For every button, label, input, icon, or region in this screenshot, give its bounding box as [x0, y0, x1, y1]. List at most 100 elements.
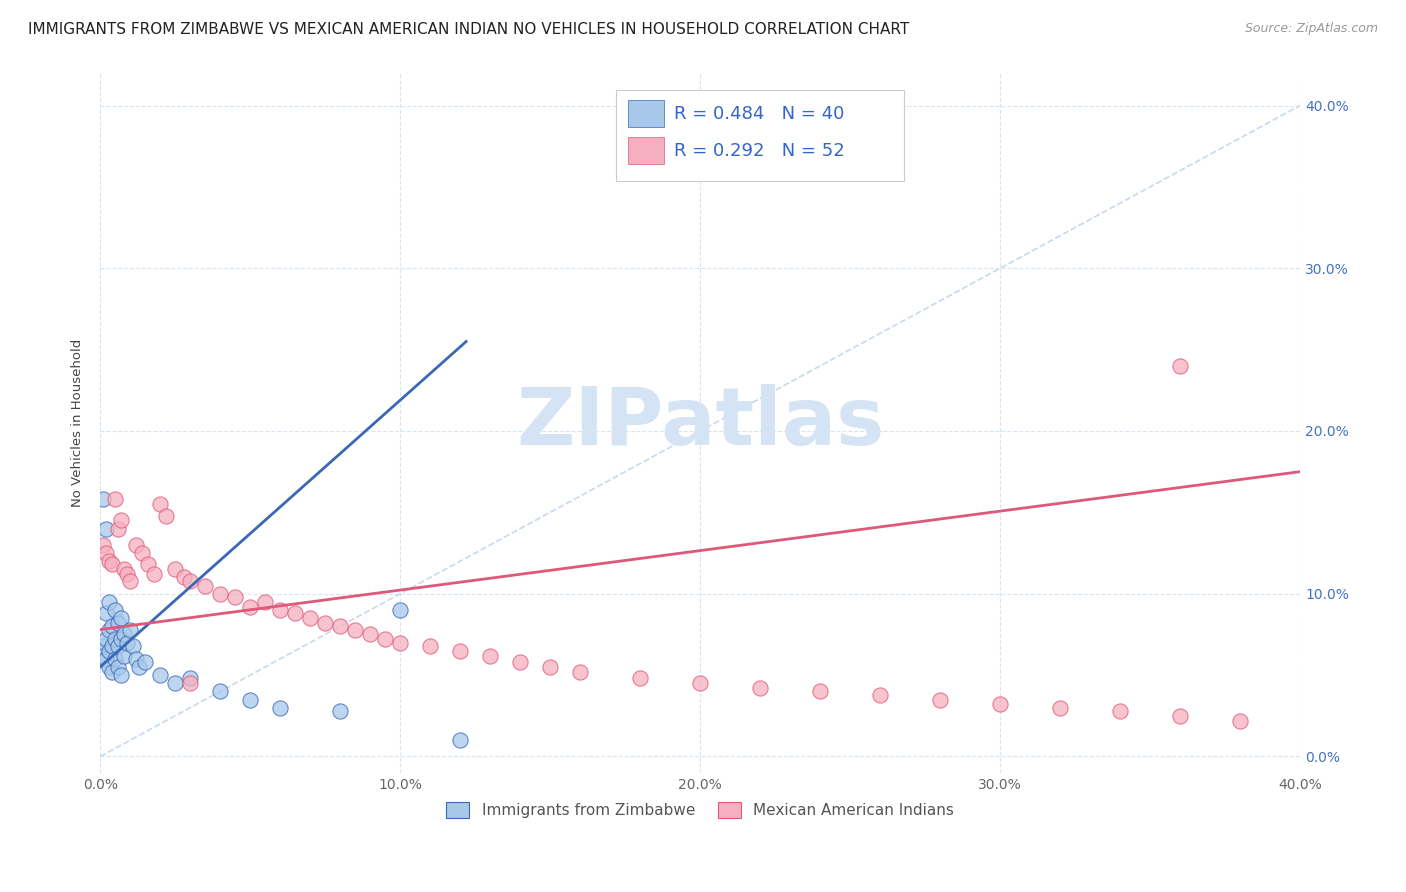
- Point: [136, 558, 159, 572]
- Point: [128, 660, 150, 674]
- Point: [299, 611, 322, 625]
- Point: [869, 688, 891, 702]
- Point: [134, 655, 156, 669]
- Point: [1168, 359, 1191, 373]
- Point: [538, 660, 561, 674]
- Point: [284, 607, 307, 621]
- Point: [107, 660, 129, 674]
- Point: [329, 704, 352, 718]
- Point: [98, 595, 121, 609]
- Point: [179, 676, 201, 690]
- Point: [374, 632, 396, 647]
- Point: [110, 611, 132, 625]
- Point: [224, 590, 246, 604]
- Point: [91, 538, 114, 552]
- Point: [110, 632, 132, 647]
- Point: [149, 668, 172, 682]
- Point: [131, 546, 153, 560]
- Bar: [628, 137, 664, 164]
- Point: [125, 652, 148, 666]
- Point: [389, 635, 412, 649]
- Bar: [628, 100, 664, 127]
- Point: [628, 671, 651, 685]
- Point: [96, 607, 118, 621]
- Point: [1168, 708, 1191, 723]
- Point: [569, 665, 592, 679]
- Point: [1109, 704, 1132, 718]
- Point: [269, 700, 291, 714]
- Point: [104, 652, 127, 666]
- Point: [112, 648, 135, 663]
- Text: ZIPatlas: ZIPatlas: [516, 384, 884, 462]
- Point: [194, 578, 217, 592]
- FancyBboxPatch shape: [616, 90, 904, 181]
- Point: [509, 655, 531, 669]
- Point: [329, 619, 352, 633]
- Point: [107, 639, 129, 653]
- Point: [98, 643, 121, 657]
- Point: [101, 558, 124, 572]
- Legend: Immigrants from Zimbabwe, Mexican American Indians: Immigrants from Zimbabwe, Mexican Americ…: [440, 797, 960, 824]
- Point: [689, 676, 711, 690]
- Point: [91, 492, 114, 507]
- Point: [120, 574, 142, 588]
- Point: [165, 676, 187, 690]
- Point: [179, 671, 201, 685]
- Point: [1229, 714, 1251, 728]
- Point: [91, 639, 114, 653]
- Point: [115, 635, 138, 649]
- Point: [125, 538, 148, 552]
- Point: [209, 587, 232, 601]
- Point: [120, 623, 142, 637]
- Point: [96, 546, 118, 560]
- Point: [269, 603, 291, 617]
- Point: [239, 692, 262, 706]
- Point: [112, 562, 135, 576]
- Point: [101, 665, 124, 679]
- Point: [101, 619, 124, 633]
- Point: [808, 684, 831, 698]
- Point: [91, 648, 114, 663]
- Point: [165, 562, 187, 576]
- Point: [104, 603, 127, 617]
- Point: [107, 522, 129, 536]
- Point: [1049, 700, 1071, 714]
- Text: Source: ZipAtlas.com: Source: ZipAtlas.com: [1244, 22, 1378, 36]
- Point: [110, 514, 132, 528]
- Text: R = 0.292   N = 52: R = 0.292 N = 52: [673, 142, 845, 160]
- Point: [449, 643, 471, 657]
- Point: [96, 652, 118, 666]
- Point: [173, 570, 195, 584]
- Point: [107, 615, 129, 630]
- Point: [389, 603, 412, 617]
- Point: [929, 692, 952, 706]
- Point: [110, 668, 132, 682]
- Point: [104, 632, 127, 647]
- Point: [98, 623, 121, 637]
- Point: [104, 492, 127, 507]
- Point: [479, 648, 502, 663]
- Point: [314, 615, 336, 630]
- Point: [122, 639, 145, 653]
- Point: [143, 567, 166, 582]
- Point: [101, 639, 124, 653]
- Point: [988, 698, 1011, 712]
- Point: [155, 508, 177, 523]
- Point: [98, 660, 121, 674]
- Point: [449, 733, 471, 747]
- Text: IMMIGRANTS FROM ZIMBABWE VS MEXICAN AMERICAN INDIAN NO VEHICLES IN HOUSEHOLD COR: IMMIGRANTS FROM ZIMBABWE VS MEXICAN AMER…: [28, 22, 910, 37]
- Point: [149, 497, 172, 511]
- Point: [209, 684, 232, 698]
- Point: [254, 595, 277, 609]
- Point: [749, 681, 772, 695]
- Point: [96, 522, 118, 536]
- Point: [115, 567, 138, 582]
- Point: [239, 599, 262, 614]
- Point: [179, 574, 201, 588]
- Point: [344, 623, 367, 637]
- Point: [419, 639, 441, 653]
- Point: [112, 627, 135, 641]
- Point: [359, 627, 381, 641]
- Text: R = 0.484   N = 40: R = 0.484 N = 40: [673, 104, 844, 122]
- Point: [96, 632, 118, 647]
